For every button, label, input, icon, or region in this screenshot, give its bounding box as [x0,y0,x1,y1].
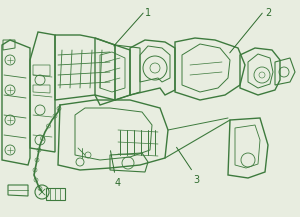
Text: 3: 3 [193,175,199,185]
Text: 2: 2 [265,8,271,18]
Text: 1: 1 [145,8,151,18]
Text: 4: 4 [115,178,121,188]
